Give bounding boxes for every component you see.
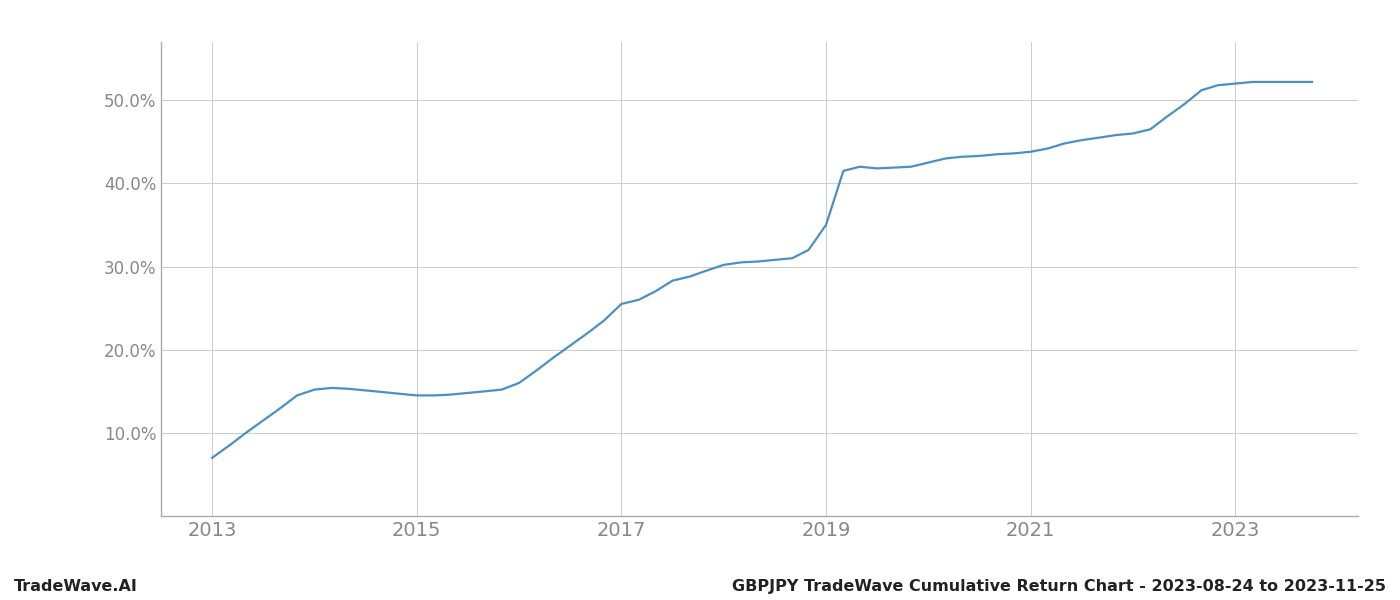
Text: GBPJPY TradeWave Cumulative Return Chart - 2023-08-24 to 2023-11-25: GBPJPY TradeWave Cumulative Return Chart…	[732, 579, 1386, 594]
Text: TradeWave.AI: TradeWave.AI	[14, 579, 137, 594]
